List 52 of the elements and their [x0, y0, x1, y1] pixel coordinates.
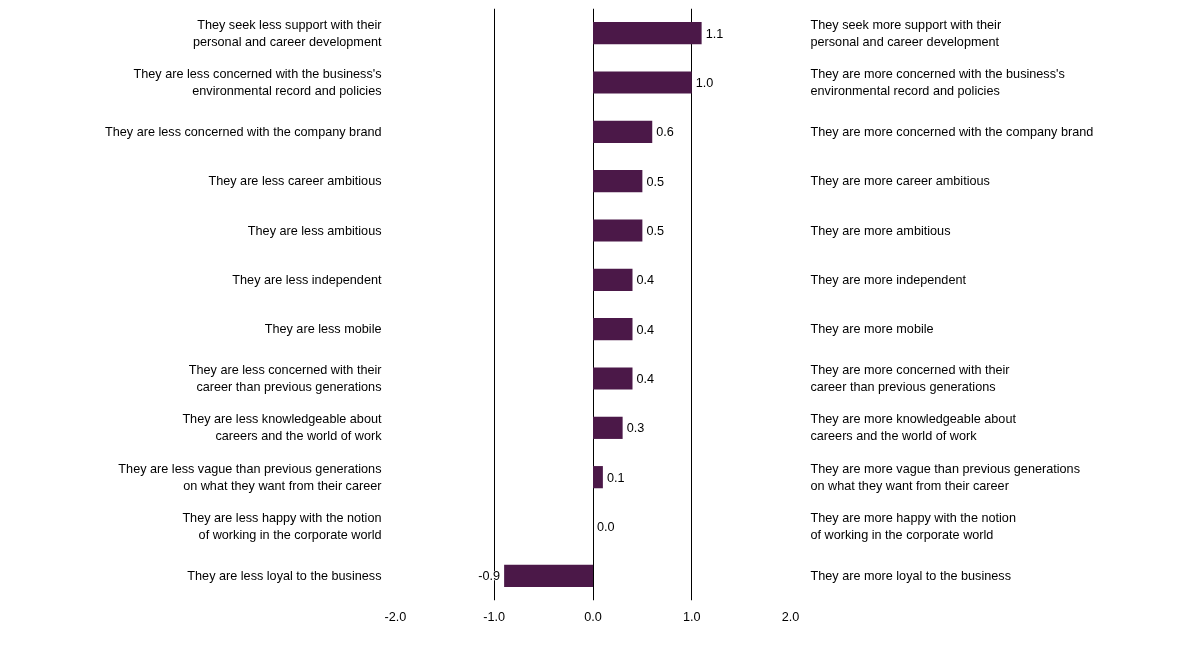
- x-tick-label: 0.0: [584, 609, 602, 624]
- data-label: 1.1: [705, 26, 724, 41]
- y-tick-label: They are less concerned with the company brand: [105, 124, 382, 139]
- text: They are more ambitious: [810, 223, 951, 238]
- data-label: 0.5: [646, 224, 664, 238]
- text: They are more loyal to the business: [810, 568, 1011, 583]
- text: They are more happy with the notion of working in the corporate world: [810, 511, 1016, 542]
- bar: [593, 170, 643, 193]
- y-tick-label: They are less mobile: [264, 322, 382, 337]
- y-tick-label: They are less career ambitious: [208, 174, 382, 189]
- data-label: -0.9: [478, 569, 501, 584]
- bar: [593, 71, 692, 94]
- x-tick-label: -1.0: [483, 609, 506, 624]
- y-tick-label: They are less independent: [232, 272, 382, 287]
- data-label: 1.0: [695, 76, 714, 90]
- bar: [504, 564, 593, 587]
- bar: [593, 120, 653, 143]
- y-tick-label: They seek less support with their personal and career development: [192, 17, 382, 49]
- y-tick-label: They are less happy with the notion of working in the corporate world: [182, 511, 382, 542]
- bar: [593, 219, 643, 242]
- text: They are more concerned with their career than previous generations: [810, 363, 1010, 394]
- text: They are more vague than previous generations on what they want from their career: [810, 461, 1080, 493]
- text: They are more independent: [810, 272, 967, 287]
- y-tick-label: They are less ambitious: [247, 223, 382, 238]
- text: They are more career ambitious: [810, 174, 990, 189]
- x-tick-label: -2.0: [384, 609, 407, 624]
- x-tick-label: 1.0: [682, 609, 701, 624]
- data-label: 0.0: [597, 520, 615, 534]
- text: They are more mobile: [810, 322, 934, 337]
- bar: [593, 22, 702, 45]
- bar: [593, 367, 633, 390]
- y-tick-label: They are less concerned with the business's environmental record and policies: [133, 67, 382, 98]
- data-label: 0.4: [636, 273, 655, 288]
- data-label: 0.1: [606, 470, 625, 485]
- y-tick-label: They are less concerned with their career than previous generations: [188, 363, 382, 394]
- data-label: 0.5: [646, 174, 664, 189]
- text: They are more knowledgeable about careers and the world of work: [810, 412, 1017, 444]
- bar: [593, 318, 633, 341]
- data-label: 0.3: [626, 421, 645, 436]
- data-label: 0.4: [636, 372, 655, 386]
- text: They are more concerned with the company brand: [810, 124, 1094, 139]
- data-label: 0.6: [656, 125, 674, 140]
- data-label: 0.4: [636, 322, 655, 337]
- x-tick-label: 2.0: [781, 609, 800, 624]
- text: They are more concerned with the business's environmental record and policies: [810, 67, 1065, 98]
- bar: [593, 466, 603, 489]
- bar: [593, 268, 633, 291]
- y-tick-label: They are less loyal to the business: [187, 568, 382, 583]
- y-tick-label: They are less vague than previous generations on what they want from their career: [118, 461, 382, 493]
- text: They seek more support with their personal and career development: [810, 17, 1002, 49]
- bar: [593, 416, 623, 439]
- y-tick-label: They are less knowledgeable about careers and the world of work: [182, 412, 383, 444]
